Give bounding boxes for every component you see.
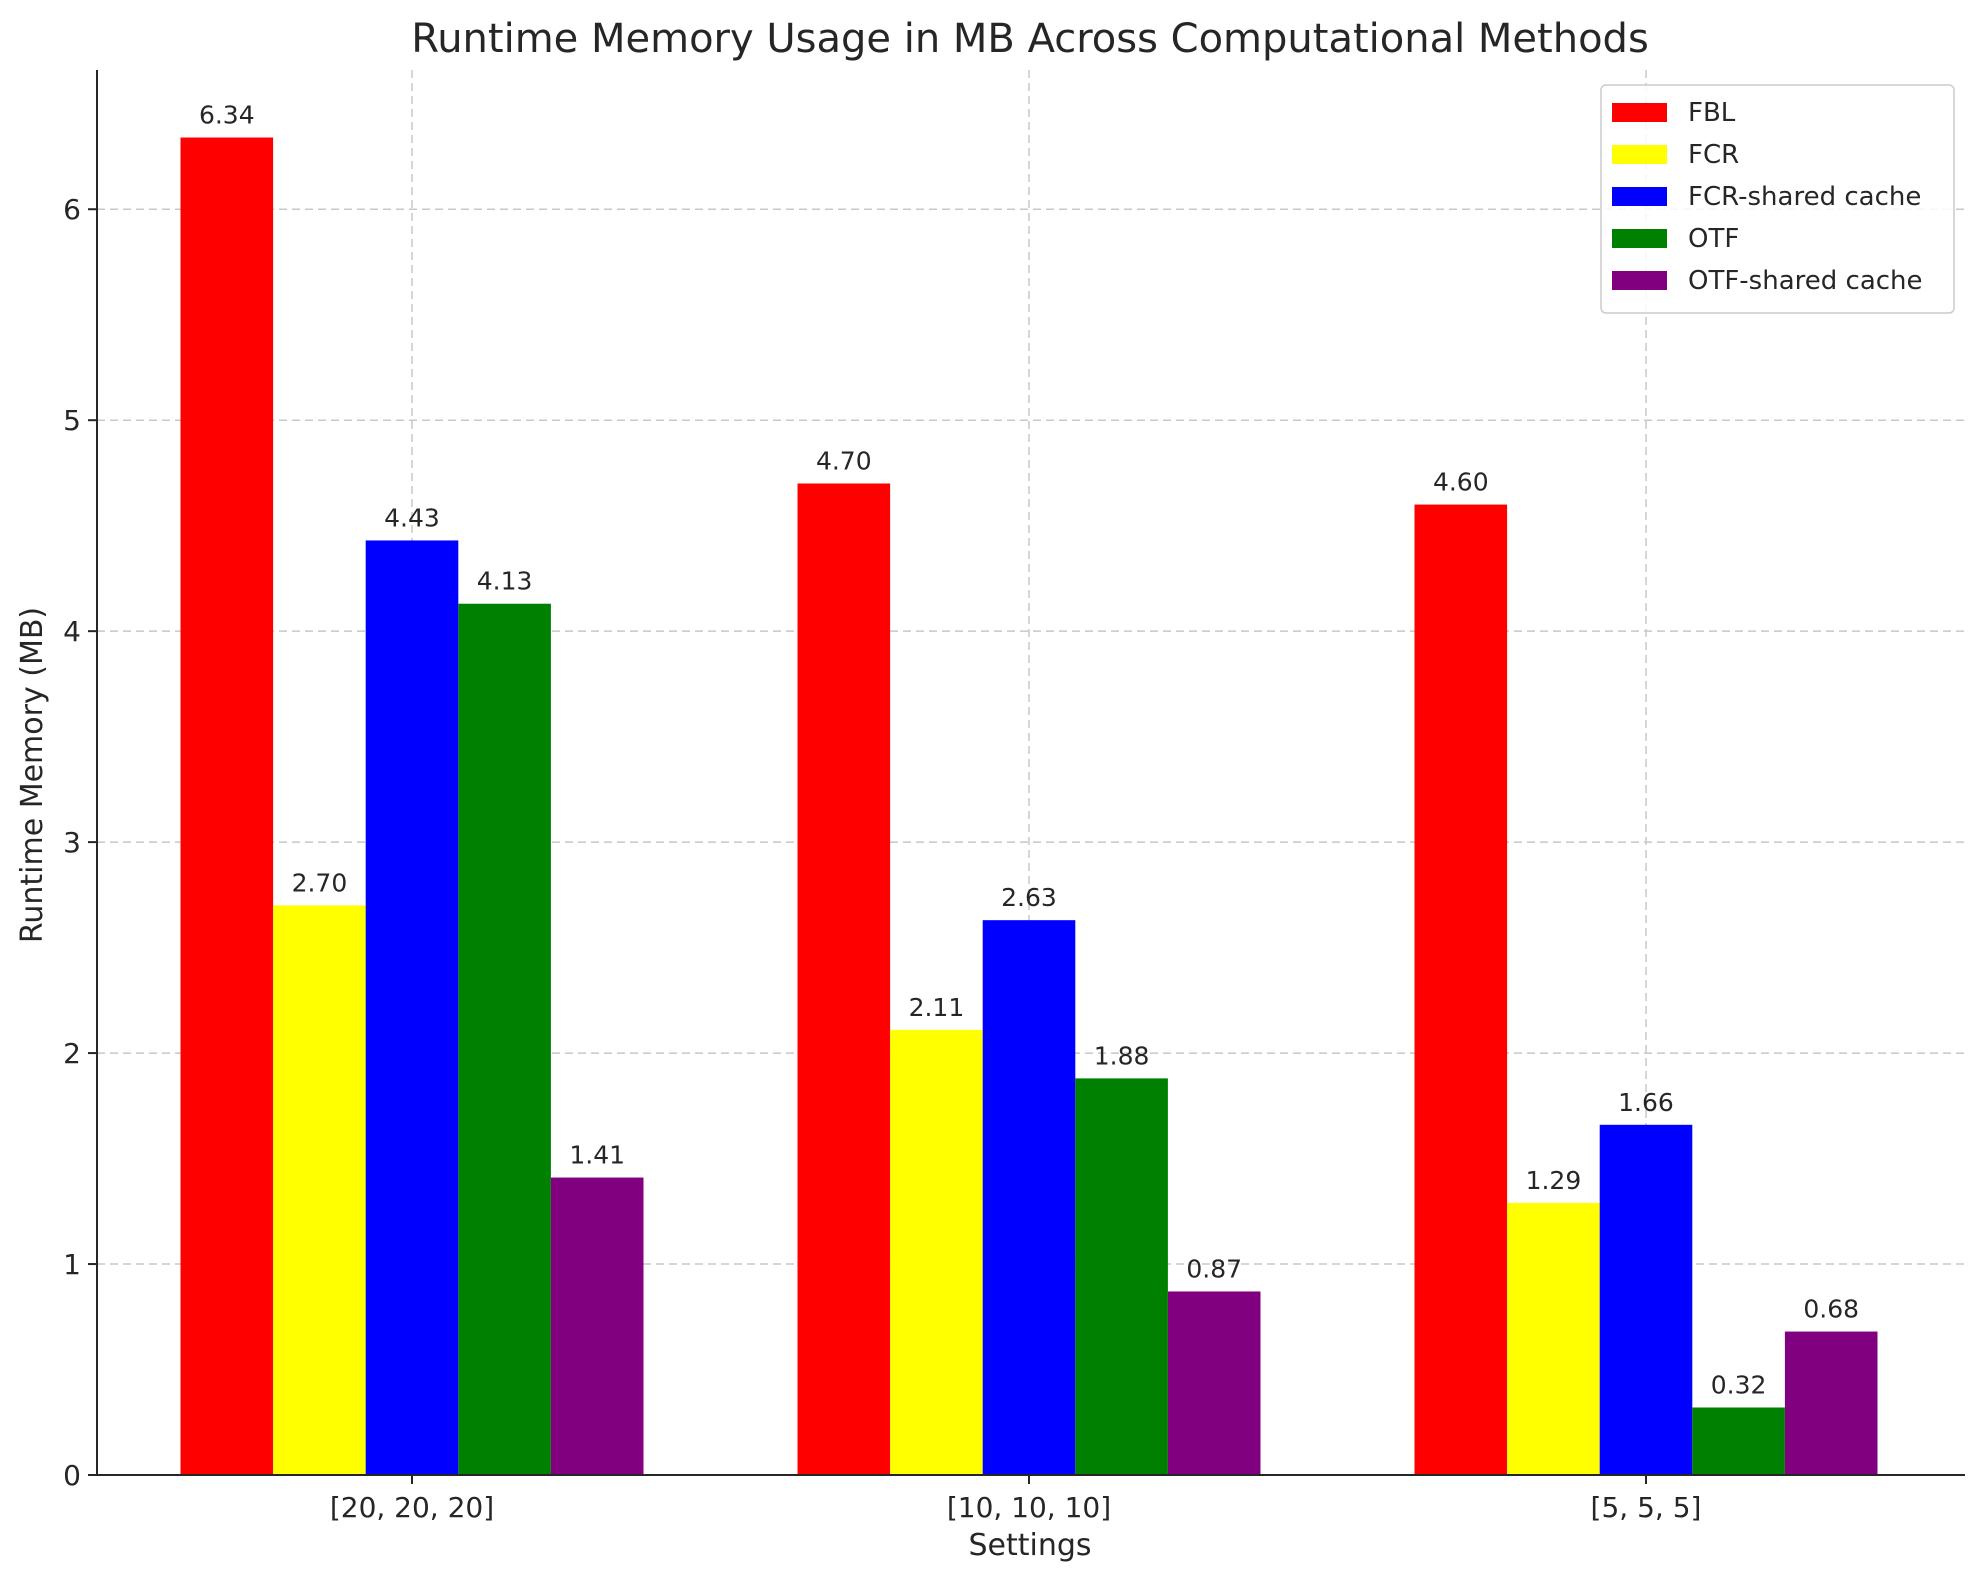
bar-value-label: 4.60	[1433, 468, 1489, 497]
legend-frame	[1600, 84, 1955, 314]
bar-value-label: 0.68	[1803, 1295, 1859, 1324]
legend-entry: FCR	[1688, 140, 1739, 170]
legend-swatch	[1612, 187, 1667, 206]
y-tick-label: 4	[63, 615, 81, 648]
bar	[890, 1029, 983, 1475]
legend-swatch	[1612, 145, 1667, 164]
bar	[1507, 1202, 1600, 1475]
bar	[1414, 504, 1508, 1475]
data-labels: 6.34 4.70 4.60 2.70 2.11 1.29 4.43 2.63 1.66 4.13…	[199, 101, 1859, 1400]
x-tick-label: [20, 20, 20]	[330, 1491, 494, 1524]
bar	[1599, 1124, 1693, 1475]
bar	[180, 137, 274, 1475]
y-tick-label: 2	[63, 1037, 81, 1070]
legend-swatch	[1612, 271, 1667, 290]
bar-value-label: 0.32	[1711, 1370, 1767, 1399]
bar-value-label: 4.70	[816, 446, 872, 475]
legend-entry: FCR-shared cache	[1688, 182, 1921, 212]
legend-entry: OTF	[1688, 224, 1739, 254]
bar	[1167, 1291, 1261, 1475]
bar	[273, 905, 366, 1475]
legend-entry: OTF-shared cache	[1688, 266, 1923, 296]
bar	[1692, 1407, 1785, 1475]
y-tick-label: 0	[63, 1459, 81, 1492]
y-axis-label: Runtime Memory (MB)	[15, 607, 50, 943]
bar-value-label: 2.70	[292, 868, 348, 897]
x-axis-label: Settings	[968, 1528, 1091, 1563]
bar-value-label: 1.29	[1526, 1166, 1582, 1195]
bar-value-label: 4.43	[384, 503, 440, 532]
y-tick-label: 1	[63, 1248, 81, 1281]
bar	[1784, 1331, 1878, 1475]
bar	[982, 920, 1076, 1475]
legend-swatch	[1612, 103, 1667, 122]
bar	[458, 603, 551, 1475]
bars	[180, 137, 1878, 1475]
legend: FBL FCR FCR-shared cache OTF OTF-shared cach…	[1600, 84, 1955, 314]
x-tick-label: [10, 10, 10]	[947, 1491, 1111, 1524]
y-tick-label: 5	[63, 404, 81, 437]
chart-title: Runtime Memory Usage in MB Across Comput…	[411, 16, 1649, 62]
bar-value-label: 2.63	[1001, 883, 1057, 912]
bar	[365, 540, 459, 1475]
bar	[797, 483, 891, 1475]
bar-value-label: 1.66	[1618, 1088, 1674, 1117]
bar-value-label: 4.13	[477, 567, 533, 596]
bar-value-label: 2.11	[909, 993, 965, 1022]
bar-value-label: 1.41	[569, 1141, 625, 1170]
legend-entry: FBL	[1688, 98, 1736, 128]
bar	[550, 1177, 644, 1475]
bar-value-label: 0.87	[1186, 1254, 1242, 1283]
y-tick-label: 6	[63, 193, 81, 226]
legend-swatch	[1612, 229, 1667, 248]
y-tick-label: 3	[63, 826, 81, 859]
x-tick-label: [5, 5, 5]	[1591, 1491, 1702, 1524]
bar-value-label: 1.88	[1094, 1041, 1150, 1070]
axes: 0 1 2 3 4 5 6 [20, 20, 20] [10, 10, 10] [5, 5, 5]	[63, 70, 1965, 1524]
bar	[1075, 1078, 1168, 1475]
bar-value-label: 6.34	[199, 101, 255, 130]
